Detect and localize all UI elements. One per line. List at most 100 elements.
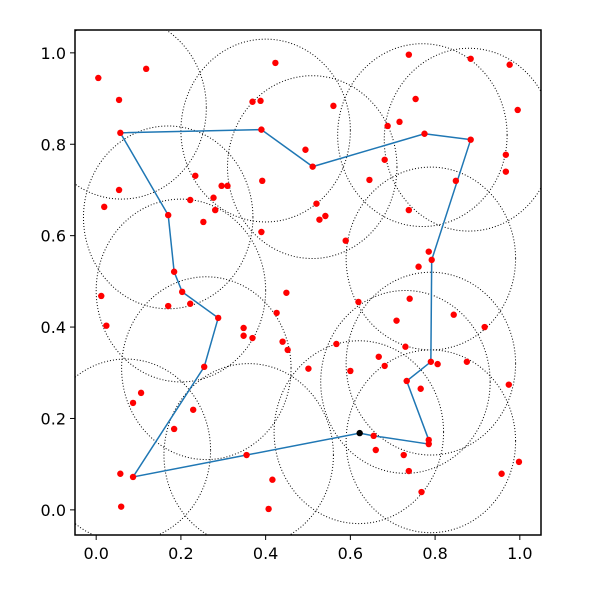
point [200,218,207,226]
point [214,314,222,322]
point [381,362,388,370]
point [347,367,354,375]
point [498,470,505,477]
point [384,122,391,130]
point [393,317,400,324]
point [330,102,337,110]
point [412,95,419,103]
y-tick-label: 0.8 [41,135,66,154]
point [467,55,474,62]
point [302,146,309,153]
point [170,268,178,275]
point [322,212,329,220]
point [305,365,312,372]
point [452,177,460,185]
x-tick-label: 0.6 [338,544,363,563]
point [381,156,388,163]
point [283,289,290,296]
point [481,323,488,331]
point [342,237,349,244]
point [115,186,123,194]
range-circle [163,363,334,535]
point [313,200,320,207]
x-tick-label: 0.8 [422,544,447,563]
point [502,168,510,175]
point [417,385,424,392]
point [192,172,199,179]
point [142,65,150,73]
point [273,309,280,317]
point [115,96,123,104]
point [187,300,194,307]
point [103,322,110,329]
point [434,360,441,368]
point [405,206,413,214]
point [218,182,225,190]
point [316,216,323,223]
y-tick-label: 1.0 [41,44,66,63]
x-tick-label: 1.0 [507,544,532,563]
point [514,106,521,114]
point [165,302,172,310]
point [269,476,276,483]
range-circle [227,75,398,260]
point [279,338,286,345]
x-tick-label: 0.4 [253,544,278,563]
axes-frame [74,29,542,536]
point [403,377,410,385]
point [421,130,428,137]
point [170,425,178,433]
point [117,503,125,510]
point [240,332,247,339]
point [101,203,108,211]
point [259,177,266,185]
point [258,126,265,133]
point [257,97,264,105]
plot-area [75,30,541,535]
point [249,98,256,105]
point [178,288,186,296]
point [333,340,340,348]
y-tick-label: 0.2 [41,409,66,428]
point [243,451,250,459]
point [366,176,373,184]
point [372,446,379,454]
point [505,381,513,388]
point [212,206,219,214]
point [117,470,124,477]
range-circle [75,30,207,200]
range-circle [320,289,491,474]
point [463,358,471,365]
point [506,61,513,68]
point [428,256,435,264]
point [405,467,413,475]
range-circle [273,340,445,525]
point [249,334,256,342]
point [467,136,474,143]
range-circle [75,358,212,535]
point [258,228,265,236]
point [265,505,272,513]
range-circle [95,198,267,383]
y-tick-label: 0.6 [41,227,66,246]
point [201,363,208,371]
point [129,399,137,407]
point [129,473,137,481]
point [137,389,145,397]
range-circle [180,38,351,223]
point [117,129,124,137]
y-tick-label: 0.0 [41,501,66,520]
point [98,292,105,300]
point [515,458,523,466]
point [210,194,217,201]
range-circle [121,276,292,461]
point [375,353,382,360]
x-tick-label: 0.2 [168,544,193,563]
point [187,196,194,204]
point [427,358,435,365]
point [402,343,409,350]
point [284,346,291,354]
y-tick-label: 0.4 [41,318,66,337]
